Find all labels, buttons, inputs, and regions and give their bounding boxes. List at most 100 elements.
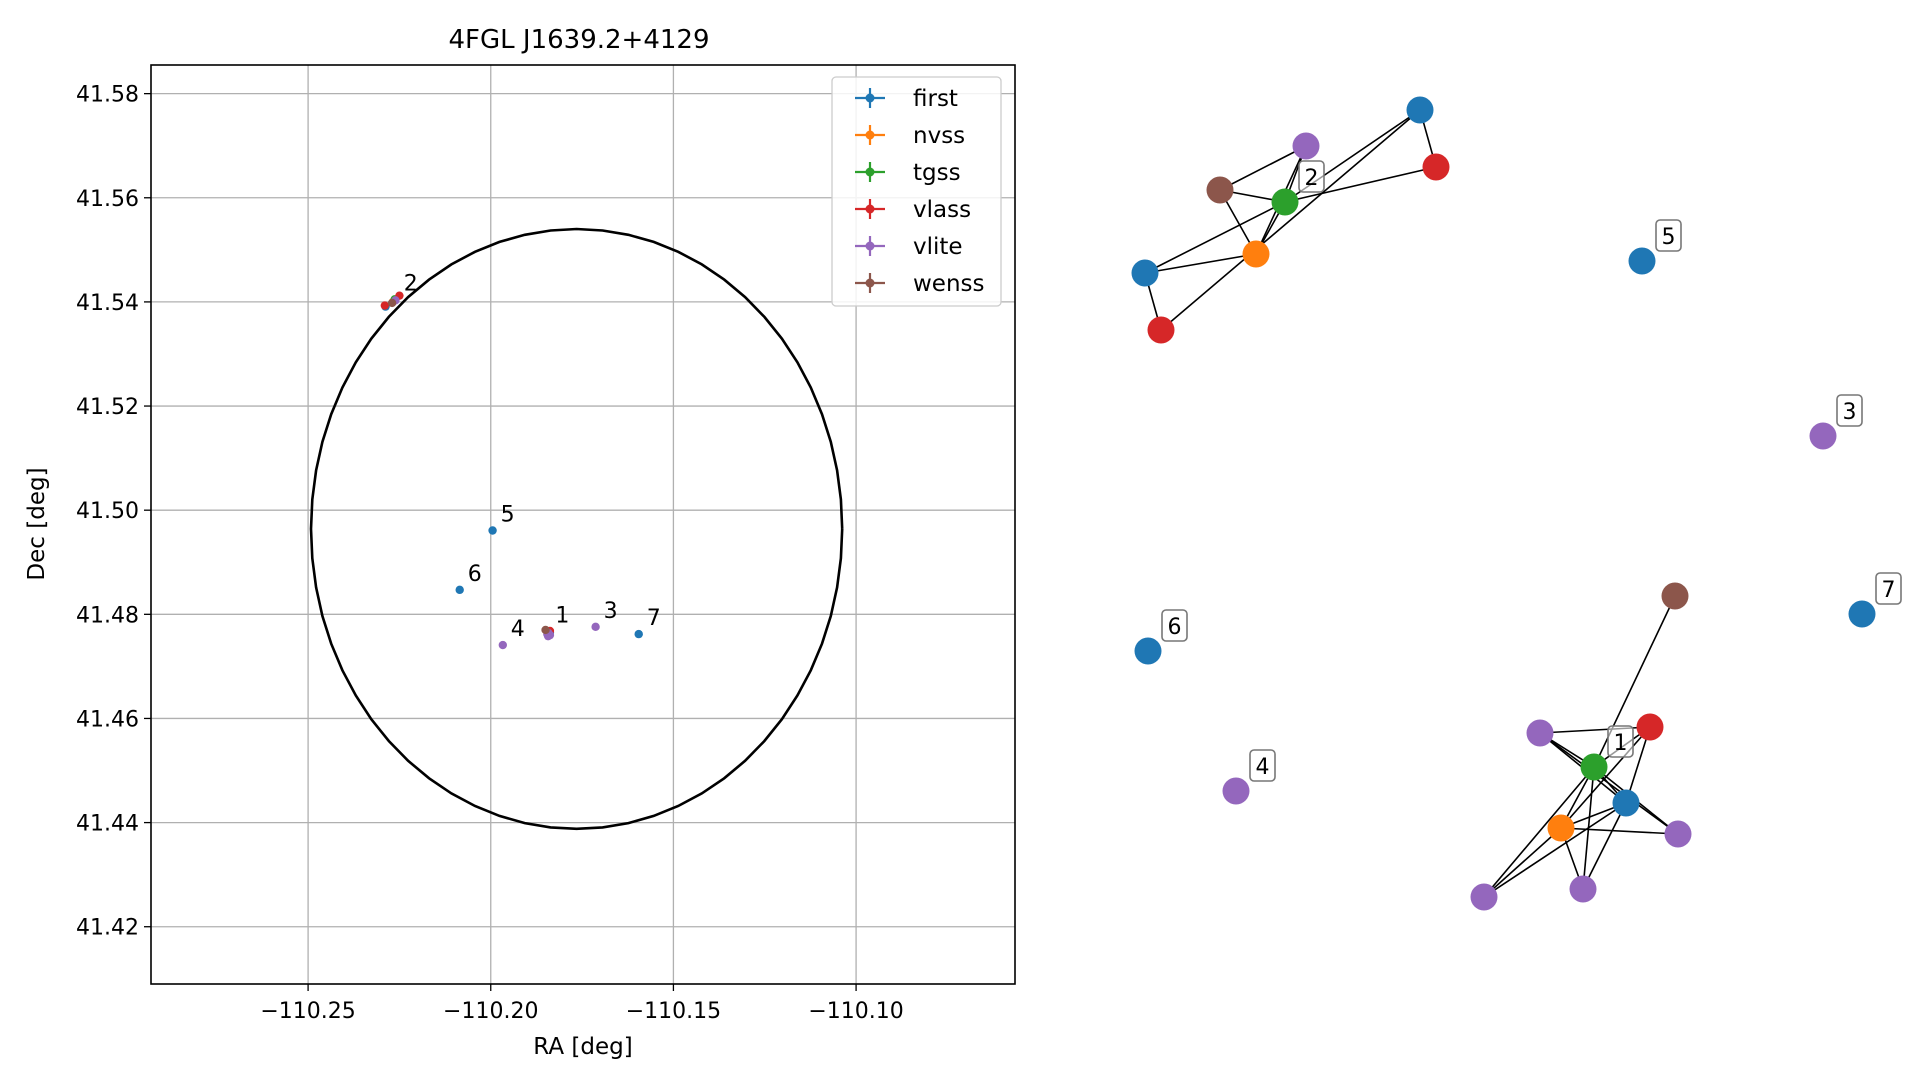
graph-nodes (1131, 96, 1876, 911)
x-axis-ticks: −110.25 −110.20 −110.15 −110.10 (260, 984, 904, 1024)
graph-node-labels: 2 5 3 7 6 4 1 (1161, 160, 1902, 782)
x-tick-label: −110.25 (260, 999, 355, 1024)
point-first (455, 585, 464, 595)
annotation-3: 3 (604, 599, 618, 624)
annotation-4: 4 (511, 617, 525, 642)
y-tick-label: 41.48 (76, 603, 139, 628)
graph-node (1526, 719, 1554, 747)
graph-node (1628, 247, 1656, 275)
legend-entry-wenss: wenss (855, 271, 985, 297)
node-label-text: 4 (1256, 755, 1270, 780)
legend-label: nvss (913, 123, 965, 149)
node-label-box (1875, 572, 1902, 605)
graph-node (1664, 820, 1692, 848)
graph-edge (1144, 201, 1286, 274)
legend-marker-dot (865, 130, 875, 140)
node-label-3: 3 (1836, 394, 1863, 427)
graph-edge (1582, 802, 1627, 890)
node-label-2: 2 (1298, 160, 1325, 193)
node-label-text: 2 (1305, 166, 1319, 191)
source-annotations: 1 2 3 4 5 6 7 (404, 271, 661, 642)
graph-node (1222, 777, 1250, 805)
y-tick-label: 41.46 (76, 707, 139, 732)
node-label-6: 6 (1161, 609, 1188, 642)
legend: first nvss tgss vlass vlite wenss (831, 76, 1002, 307)
graph-edge (1144, 253, 1257, 274)
graph-node (1242, 240, 1270, 268)
point-first (634, 629, 643, 639)
annotation-1: 1 (555, 603, 569, 628)
point-wenss (541, 625, 550, 635)
graph-node (1131, 259, 1159, 287)
graph-edge (1219, 145, 1307, 191)
legend-entry-tgss: tgss (855, 160, 961, 186)
legend-entry-nvss: nvss (855, 123, 965, 149)
x-tick-label: −110.15 (626, 999, 721, 1024)
legend-label: wenss (913, 271, 985, 297)
graph-node (1147, 316, 1175, 344)
y-axis-ticks: 41.42 41.44 41.46 41.48 41.50 41.52 41.54 41.56… (76, 83, 151, 941)
node-label-1: 1 (1607, 725, 1634, 758)
legend-entry-first: first (855, 86, 958, 112)
source-points (380, 291, 643, 650)
annotation-5: 5 (501, 502, 515, 527)
graph-edge (1483, 766, 1595, 898)
graph-node (1134, 637, 1162, 665)
graph-edge (1160, 109, 1421, 331)
graph-node (1406, 96, 1434, 124)
error-ellipse (309, 227, 844, 831)
point-vlite (591, 622, 600, 632)
graph-node (1612, 789, 1640, 817)
y-tick-label: 41.44 (76, 812, 139, 837)
uncertainty-ellipse (309, 227, 844, 831)
y-tick-label: 41.42 (76, 916, 139, 941)
annotation-7: 7 (647, 606, 661, 631)
graph-node (1470, 883, 1498, 911)
node-label-box (1161, 609, 1188, 642)
legend-label: first (913, 86, 958, 112)
legend-marker-dot (865, 93, 875, 103)
node-label-4: 4 (1249, 749, 1276, 782)
node-label-box (1249, 749, 1276, 782)
node-label-box (1607, 725, 1634, 758)
graph-node (1636, 713, 1664, 741)
graph-node (1661, 582, 1689, 610)
legend-label: vlass (913, 197, 971, 223)
plot-frame (150, 64, 1016, 985)
legend-label: vlite (913, 234, 963, 260)
crossmatch-graph: 2 5 3 7 6 4 1 (1131, 96, 1902, 911)
graph-node (1809, 422, 1837, 450)
annotation-6: 6 (468, 562, 482, 587)
node-label-7: 7 (1875, 572, 1902, 605)
annotation-2: 2 (404, 271, 418, 296)
legend-marker-dot (865, 241, 875, 251)
x-tick-label: −110.10 (808, 999, 903, 1024)
y-tick-label: 41.50 (76, 499, 139, 524)
graph-node (1271, 188, 1299, 216)
point-first (488, 526, 497, 535)
node-label-text: 6 (1168, 615, 1182, 640)
y-tick-label: 41.54 (76, 291, 139, 316)
legend-marker-dot (865, 167, 875, 177)
graph-edge (1560, 827, 1679, 835)
node-label-text: 5 (1662, 225, 1676, 250)
plot-title: 4FGL J1639.2+4129 (449, 25, 710, 55)
graph-node (1292, 132, 1320, 160)
point-vlass (380, 301, 390, 310)
legend-entry-vlite: vlite (855, 234, 963, 260)
graph-edge (1483, 802, 1627, 898)
sky-position-plot: 4FGL J1639.2+4129 1 2 3 4 5 6 7 −110.25 −110.20… (24, 25, 1016, 1060)
graph-edge (1483, 827, 1562, 898)
graph-edge (1593, 595, 1676, 768)
x-axis-label: RA [deg] (533, 1034, 632, 1060)
graph-node (1848, 600, 1876, 628)
graph-node (1547, 814, 1575, 842)
x-tick-label: −110.20 (443, 999, 538, 1024)
node-label-text: 1 (1614, 731, 1628, 756)
graph-edge (1560, 726, 1651, 829)
node-label-box (1298, 160, 1325, 193)
legend-label: tgss (913, 160, 961, 186)
node-label-text: 3 (1843, 400, 1857, 425)
y-tick-label: 41.52 (76, 395, 139, 420)
